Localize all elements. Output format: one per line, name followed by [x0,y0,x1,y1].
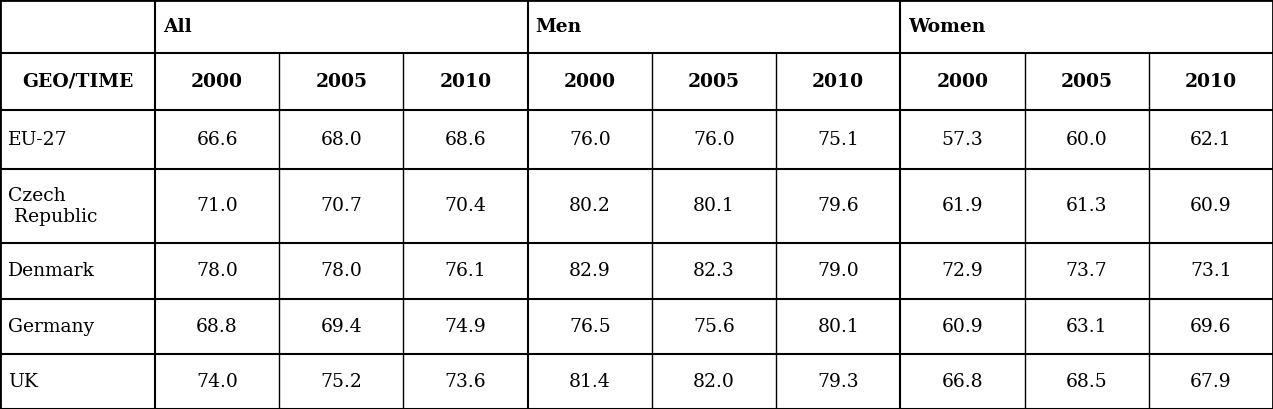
Text: All: All [163,18,192,36]
Text: 61.3: 61.3 [1066,197,1108,215]
Text: 72.9: 72.9 [942,262,983,280]
Text: 76.0: 76.0 [569,131,611,149]
Text: 73.6: 73.6 [444,373,486,391]
Text: 68.8: 68.8 [196,318,238,336]
Text: 68.5: 68.5 [1066,373,1108,391]
Text: 74.9: 74.9 [444,318,486,336]
Text: Men: Men [536,18,582,36]
Text: 80.2: 80.2 [569,197,611,215]
Text: 80.1: 80.1 [817,318,859,336]
Text: Women: Women [909,18,985,36]
Text: 67.9: 67.9 [1190,373,1232,391]
Text: 75.6: 75.6 [693,318,735,336]
Text: 68.0: 68.0 [321,131,363,149]
Text: 62.1: 62.1 [1190,131,1232,149]
Text: 66.8: 66.8 [942,373,983,391]
Text: Germany: Germany [8,318,94,336]
Text: Czech
 Republic: Czech Republic [8,187,97,226]
Text: 78.0: 78.0 [321,262,363,280]
Text: 74.0: 74.0 [196,373,238,391]
Text: EU-27: EU-27 [8,131,67,149]
Text: 70.7: 70.7 [321,197,363,215]
Text: 75.2: 75.2 [321,373,363,391]
Text: 60.0: 60.0 [1066,131,1108,149]
Text: 82.9: 82.9 [569,262,611,280]
Text: 2010: 2010 [812,73,864,91]
Text: 66.6: 66.6 [196,131,238,149]
Text: 70.4: 70.4 [444,197,486,215]
Text: 2010: 2010 [1185,73,1237,91]
Text: UK: UK [8,373,38,391]
Text: GEO/TIME: GEO/TIME [22,73,134,91]
Text: 60.9: 60.9 [942,318,983,336]
Text: 78.0: 78.0 [196,262,238,280]
Text: 82.0: 82.0 [693,373,735,391]
Text: 69.4: 69.4 [321,318,362,336]
Text: 2000: 2000 [937,73,988,91]
Text: 73.7: 73.7 [1066,262,1108,280]
Text: 76.5: 76.5 [569,318,611,336]
Text: 2005: 2005 [1060,73,1113,91]
Text: 2000: 2000 [564,73,616,91]
Text: 79.3: 79.3 [817,373,859,391]
Text: 79.0: 79.0 [817,262,859,280]
Text: 2005: 2005 [687,73,740,91]
Text: 76.1: 76.1 [444,262,486,280]
Text: 61.9: 61.9 [942,197,983,215]
Text: 75.1: 75.1 [817,131,859,149]
Text: 2010: 2010 [439,73,491,91]
Text: 2000: 2000 [191,73,243,91]
Text: 2005: 2005 [316,73,368,91]
Text: 79.6: 79.6 [817,197,859,215]
Text: 71.0: 71.0 [196,197,238,215]
Text: 73.1: 73.1 [1190,262,1232,280]
Text: 82.3: 82.3 [693,262,735,280]
Text: 60.9: 60.9 [1190,197,1232,215]
Text: Denmark: Denmark [8,262,95,280]
Text: 68.6: 68.6 [444,131,486,149]
Text: 69.6: 69.6 [1190,318,1232,336]
Text: 80.1: 80.1 [693,197,735,215]
Text: 57.3: 57.3 [942,131,983,149]
Text: 81.4: 81.4 [569,373,611,391]
Text: 63.1: 63.1 [1066,318,1108,336]
Text: 76.0: 76.0 [693,131,735,149]
